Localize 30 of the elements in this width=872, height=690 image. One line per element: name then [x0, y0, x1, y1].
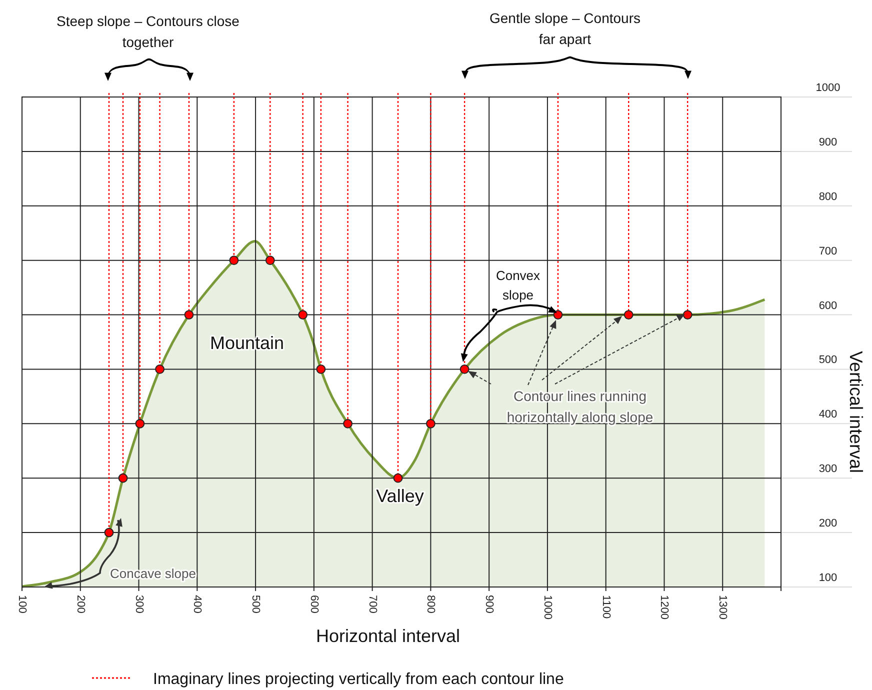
- y-tick-label: 1000: [816, 82, 840, 94]
- y-tick-label: 500: [818, 354, 838, 366]
- y-axis-title: Vertical interval: [846, 350, 866, 474]
- x-axis-title: Horizontal interval: [316, 626, 460, 646]
- x-tick-label: 1200: [658, 595, 670, 620]
- x-tick-label: 600: [308, 595, 320, 614]
- y-tick-label: 100: [818, 572, 838, 584]
- text: Gentle slope – Contours far apart: [490, 10, 640, 47]
- y-tick-label: 900: [818, 136, 838, 148]
- x-tick-label: 800: [424, 595, 437, 614]
- y-tick-label: 800: [818, 190, 838, 203]
- x-tick-label: 900: [483, 595, 496, 614]
- x-tick-label: 200: [74, 595, 86, 614]
- y-tick-label: 700: [818, 245, 838, 258]
- x-tick-label: 300: [132, 595, 145, 614]
- y-tick-label: 400: [818, 408, 838, 421]
- x-tick-label: 500: [250, 595, 262, 614]
- x-tick-label: 1300: [716, 595, 729, 620]
- y-tick-label: 200: [818, 518, 838, 530]
- text: Imaginary lines projecting vertically from each contour line: [153, 671, 564, 688]
- x-tick-label: 1000: [541, 595, 554, 620]
- x-tick-label: 100: [16, 595, 28, 614]
- x-tick-label: 700: [366, 595, 378, 614]
- x-tick-label: 1100: [600, 595, 612, 619]
- y-tick-label: 600: [818, 300, 838, 312]
- annotation: Valley: [376, 486, 424, 506]
- x-tick-label: 400: [191, 595, 204, 614]
- text: Steep slope – Contours close together: [56, 13, 240, 50]
- y-tick-label: 300: [818, 463, 838, 476]
- annotation: Convex slope: [496, 268, 541, 302]
